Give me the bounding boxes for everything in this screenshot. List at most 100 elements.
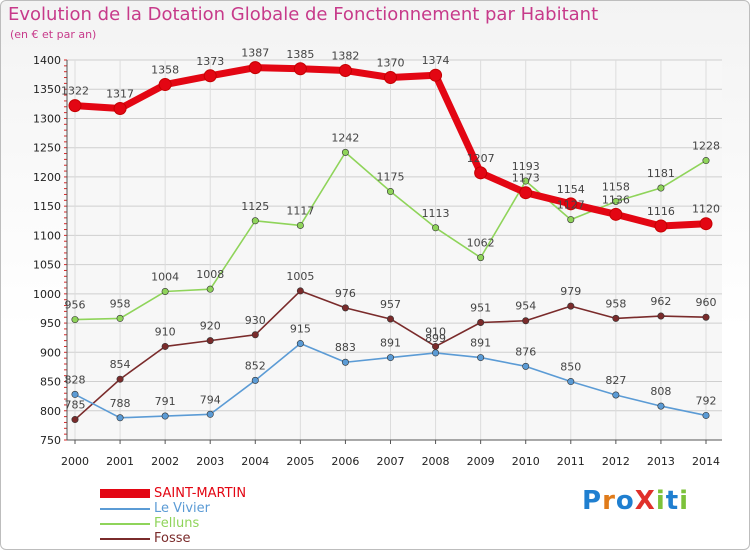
data-label: 883 xyxy=(335,341,356,354)
y-tick-label: 800 xyxy=(40,405,61,418)
logo-letter: o xyxy=(615,486,635,516)
legend-item: SAINT-MARTIN xyxy=(100,486,360,501)
data-label: 876 xyxy=(515,345,536,358)
data-label: 958 xyxy=(110,297,131,310)
data-label: 957 xyxy=(380,298,401,311)
data-point xyxy=(386,188,394,196)
x-tick-label: 2008 xyxy=(422,455,450,468)
data-point xyxy=(161,342,169,350)
data-point xyxy=(68,99,82,113)
legend-swatch xyxy=(100,523,150,525)
data-point xyxy=(116,375,124,383)
x-tick-label: 2006 xyxy=(331,455,359,468)
data-label: 958 xyxy=(605,297,626,310)
data-label: 1373 xyxy=(196,55,224,68)
data-point xyxy=(567,302,575,310)
data-label: 1374 xyxy=(422,54,450,67)
data-label: 1136 xyxy=(602,193,630,206)
data-label: 1358 xyxy=(151,64,179,77)
x-tick-label: 2005 xyxy=(286,455,314,468)
y-tick-label: 1200 xyxy=(33,171,61,184)
x-tick-label: 2010 xyxy=(512,455,540,468)
y-tick-label: 900 xyxy=(40,346,61,359)
data-point xyxy=(432,349,440,357)
data-label: 1120 xyxy=(692,203,720,216)
data-point xyxy=(702,157,710,165)
data-label: 915 xyxy=(290,323,311,336)
data-label: 850 xyxy=(560,361,581,374)
legend-item: Fosse xyxy=(100,531,360,546)
data-label: 1242 xyxy=(331,131,359,144)
logo-letter: r xyxy=(602,486,616,516)
data-label: 828 xyxy=(65,373,86,386)
data-label: 1387 xyxy=(241,47,269,60)
data-label: 891 xyxy=(470,337,491,350)
data-label: 792 xyxy=(696,394,717,407)
data-label: 1116 xyxy=(647,205,675,218)
x-tick-label: 2007 xyxy=(377,455,405,468)
y-tick-label: 1400 xyxy=(33,54,61,67)
x-tick-label: 2003 xyxy=(196,455,224,468)
legend-swatch xyxy=(100,489,150,498)
data-label: 930 xyxy=(245,314,266,327)
legend-swatch xyxy=(100,508,150,510)
data-label: 1113 xyxy=(422,207,450,220)
logo-letter: X xyxy=(634,486,656,516)
data-point xyxy=(477,318,485,326)
data-point xyxy=(657,184,665,192)
data-label: 979 xyxy=(560,285,581,298)
data-label: 960 xyxy=(696,296,717,309)
data-label: 827 xyxy=(605,374,626,387)
data-label: 1127 xyxy=(557,199,585,212)
y-tick-label: 1000 xyxy=(33,288,61,301)
data-point xyxy=(116,414,124,422)
data-point xyxy=(71,390,79,398)
data-label: 956 xyxy=(65,299,86,312)
data-point xyxy=(206,285,214,293)
legend-label: Felluns xyxy=(154,516,200,531)
data-label: 1322 xyxy=(61,85,89,98)
chart-grid xyxy=(67,59,722,441)
y-tick-label: 750 xyxy=(40,434,61,447)
data-point xyxy=(564,197,578,211)
x-tick-label: 2011 xyxy=(557,455,585,468)
data-label: 1370 xyxy=(377,57,405,70)
data-label: 910 xyxy=(155,325,176,338)
data-label: 788 xyxy=(110,397,131,410)
data-point xyxy=(386,354,394,362)
chart-legend: SAINT-MARTIN Le Vivier Felluns Fosse xyxy=(100,486,360,546)
x-tick-label: 2012 xyxy=(602,455,630,468)
y-tick-label: 1100 xyxy=(33,229,61,242)
data-point xyxy=(522,177,530,185)
plot-area xyxy=(67,60,722,440)
data-point xyxy=(477,354,485,362)
data-label: 954 xyxy=(515,300,536,313)
data-point xyxy=(612,197,620,205)
x-tick-label: 2013 xyxy=(647,455,675,468)
logo-letter: i xyxy=(655,486,666,516)
data-label: 808 xyxy=(650,385,671,398)
legend-label: Le Vivier xyxy=(154,501,211,516)
data-point xyxy=(206,410,214,418)
data-point xyxy=(522,362,530,370)
logo-letter: i xyxy=(679,486,690,516)
data-label: 1207 xyxy=(467,152,495,165)
x-tick-label: 2009 xyxy=(467,455,495,468)
data-label: 1193 xyxy=(512,160,540,173)
data-point xyxy=(519,186,533,200)
legend-item: Felluns xyxy=(100,516,360,531)
data-point xyxy=(612,314,620,322)
y-tick-label: 850 xyxy=(40,376,61,389)
chart-title: Evolution de la Dotation Globale de Fonc… xyxy=(8,4,599,25)
legend-item: Le Vivier xyxy=(100,501,360,516)
data-point xyxy=(609,207,623,221)
data-point xyxy=(386,315,394,323)
y-tick-label: 1050 xyxy=(33,259,61,272)
data-label: 951 xyxy=(470,301,491,314)
data-label: 1062 xyxy=(467,237,495,250)
data-point xyxy=(251,376,259,384)
data-point xyxy=(341,358,349,366)
y-tick-label: 1250 xyxy=(33,142,61,155)
logo-letter: P xyxy=(582,486,603,516)
data-label: 1004 xyxy=(151,271,179,284)
